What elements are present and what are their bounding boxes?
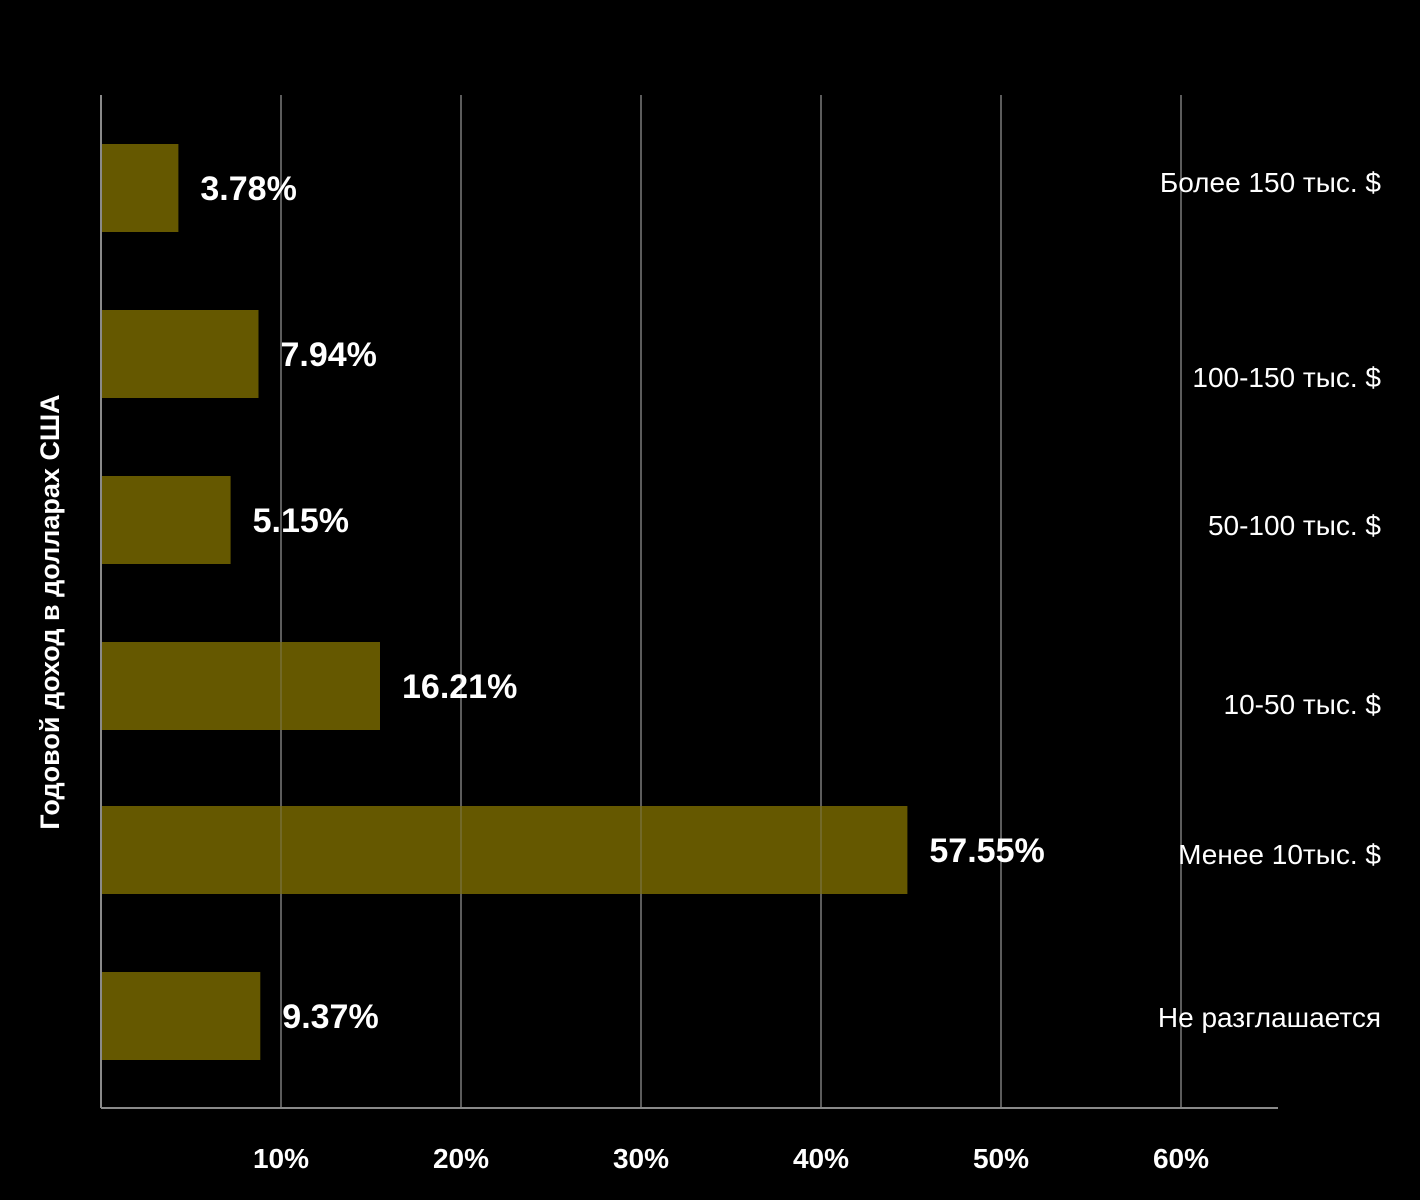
value-label-4: 57.55% (929, 832, 1044, 870)
bar-5 (101, 972, 261, 1060)
bar-3 (101, 642, 380, 730)
value-label-1: 7.94% (281, 336, 377, 374)
y-axis-label: Годовой доход в долларах США (35, 394, 65, 829)
x-tick-label-1: 20% (433, 1143, 489, 1174)
value-label-0: 3.78% (200, 170, 296, 208)
bar-4 (101, 806, 908, 894)
value-label-5: 9.37% (282, 998, 378, 1036)
category-label-4: Менее 10тыс. $ (1178, 839, 1381, 870)
x-tick-label-0: 10% (253, 1143, 309, 1174)
bar-0 (101, 144, 179, 232)
x-tick-label-5: 60% (1153, 1143, 1209, 1174)
category-label-1: 100-150 тыс. $ (1192, 362, 1381, 393)
category-label-0: Более 150 тыс. $ (1160, 167, 1382, 198)
labels: 3.78% 7.94% 5.15% 16.21% 57.55% 9.37% 10% 20% 30… (200, 167, 1381, 1174)
x-tick-label-3: 40% (793, 1143, 849, 1174)
bar-1 (101, 310, 259, 398)
axes (100, 95, 1278, 1109)
grid-lines (280, 95, 1182, 1108)
bar-2 (101, 476, 231, 564)
category-label-2: 50-100 тыс. $ (1208, 510, 1381, 541)
value-label-3: 16.21% (402, 668, 517, 706)
category-label-3: 10-50 тыс. $ (1224, 689, 1382, 720)
value-label-2: 5.15% (253, 502, 349, 540)
x-tick-label-2: 30% (613, 1143, 669, 1174)
x-tick-label-4: 50% (973, 1143, 1029, 1174)
bars (101, 144, 908, 1060)
category-label-5: Не разглашается (1158, 1002, 1381, 1033)
